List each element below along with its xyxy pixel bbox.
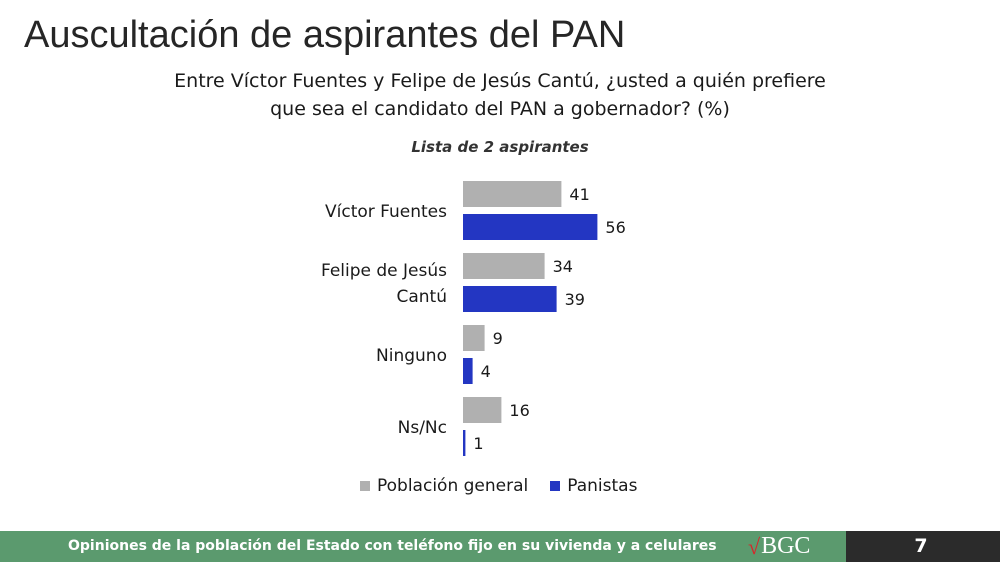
category-label: Víctor Fuentes xyxy=(325,202,447,222)
page-title: Auscultación de aspirantes del PAN xyxy=(24,14,626,56)
legend-item-poblacion: Población general xyxy=(360,476,528,496)
data-label: 16 xyxy=(509,401,529,420)
bar-poblacion xyxy=(463,397,502,423)
data-label: 41 xyxy=(569,185,589,204)
footer-text: Opiniones de la población del Estado con… xyxy=(68,538,717,554)
category-label: Ninguno xyxy=(376,346,447,366)
bar-panistas xyxy=(463,430,466,456)
question-line-2: que sea el candidato del PAN a gobernado… xyxy=(270,98,730,120)
bar-poblacion xyxy=(463,181,562,207)
legend-label-poblacion: Población general xyxy=(377,476,529,496)
question-line-1: Entre Víctor Fuentes y Felipe de Jesús C… xyxy=(174,70,826,92)
bar-poblacion xyxy=(463,253,545,279)
bar-panistas xyxy=(463,358,473,384)
page-number-box: 7 xyxy=(846,531,1000,562)
data-label: 34 xyxy=(553,257,573,276)
data-label: 39 xyxy=(565,290,585,309)
legend-label-panistas: Panistas xyxy=(567,476,638,496)
chart-legend: Población general Panistas xyxy=(360,476,637,496)
data-label: 4 xyxy=(481,362,491,381)
bgc-logo: √ BGC xyxy=(748,531,810,562)
category-label: Felipe de Jesús xyxy=(321,261,447,281)
legend-swatch-poblacion xyxy=(360,481,370,491)
bar-panistas xyxy=(463,214,598,240)
bar-poblacion xyxy=(463,325,485,351)
data-label: 56 xyxy=(605,218,625,237)
data-label: 9 xyxy=(493,329,503,348)
category-label: Cantú xyxy=(396,287,447,307)
bar-panistas xyxy=(463,286,557,312)
data-label: 1 xyxy=(473,434,483,453)
legend-item-panistas: Panistas xyxy=(550,476,637,496)
footer-bar: Opiniones de la población del Estado con… xyxy=(0,531,1000,562)
logo-text: BGC xyxy=(761,533,811,559)
logo-check-mark: √ xyxy=(748,533,761,559)
chart-subtitle: Lista de 2 aspirantes xyxy=(411,138,589,156)
legend-swatch-panistas xyxy=(550,481,561,491)
category-label: Ns/Nc xyxy=(398,418,447,438)
page-number: 7 xyxy=(914,535,928,557)
